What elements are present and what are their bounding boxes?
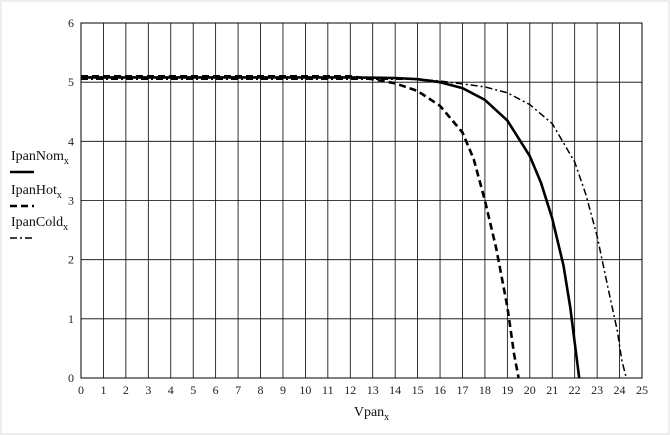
plot-frame <box>80 22 643 379</box>
grid-lines <box>80 22 643 379</box>
x-axis-title-subscript: x <box>384 412 389 423</box>
x-tick-label: 5 <box>190 383 196 397</box>
x-tick-label: 16 <box>434 383 446 397</box>
y-tick-label: 3 <box>68 194 74 208</box>
x-tick-label: 0 <box>78 383 84 397</box>
y-tick-label: 5 <box>68 75 74 89</box>
legend-label-main: IpanHot <box>11 183 57 198</box>
x-tick-label: 2 <box>123 383 129 397</box>
x-tick-label: 7 <box>235 383 241 397</box>
x-axis-label: Vpanx <box>354 405 389 423</box>
x-tick-label: 18 <box>479 383 491 397</box>
y-tick-label: 4 <box>68 134 74 148</box>
x-tick-label: 11 <box>322 383 334 397</box>
legend-label-IpanCold: IpanColdx <box>11 215 68 233</box>
x-tick-label: 21 <box>546 383 558 397</box>
series-line-IpanCold <box>81 78 628 379</box>
x-axis-title-main: Vpan <box>354 405 384 420</box>
x-tick-label: 10 <box>299 383 311 397</box>
x-tick-label: 13 <box>367 383 379 397</box>
x-axis-title: Vpanx <box>354 405 389 423</box>
x-tick-label: 20 <box>524 383 536 397</box>
series-lines <box>81 75 628 379</box>
y-tick-label: 0 <box>68 371 74 385</box>
x-tick-label: 14 <box>389 383 401 397</box>
x-tick-label: 3 <box>145 383 151 397</box>
x-tick-label: 6 <box>213 383 219 397</box>
legend-label-subscript: x <box>63 222 68 233</box>
y-tick-labels: 0 1 2 3 4 5 6 <box>68 16 74 385</box>
x-tick-label: 1 <box>100 383 106 397</box>
y-tick-label: 1 <box>68 312 74 326</box>
legend-label-subscript: x <box>64 156 69 167</box>
x-tick-label: 22 <box>569 383 581 397</box>
x-tick-label: 25 <box>636 383 648 397</box>
x-tick-label: 23 <box>591 383 603 397</box>
legend-label-main: IpanNom <box>11 149 64 164</box>
legend-label-subscript: x <box>57 190 62 201</box>
legend-label-IpanHot: IpanHotx <box>11 183 62 201</box>
x-tick-label: 8 <box>258 383 264 397</box>
y-tick-label: 6 <box>68 16 74 30</box>
y-tick-label: 2 <box>68 253 74 267</box>
x-tick-label: 17 <box>456 383 468 397</box>
x-tick-label: 15 <box>412 383 424 397</box>
x-tick-label: 12 <box>344 383 356 397</box>
series-line-IpanNom <box>81 76 581 379</box>
legend-label-main: IpanCold <box>11 215 63 230</box>
legend-label-IpanNom: IpanNomx <box>11 149 69 167</box>
x-tick-label: 19 <box>501 383 513 397</box>
x-tick-label: 24 <box>614 383 626 397</box>
x-tick-label: 9 <box>280 383 286 397</box>
x-tick-labels: 0 1 2 3 4 5 6 7 8 9 10 11 12 13 14 15 16 17 18 19 20 21 22 23 24… <box>78 383 648 397</box>
x-tick-label: 4 <box>168 383 174 397</box>
